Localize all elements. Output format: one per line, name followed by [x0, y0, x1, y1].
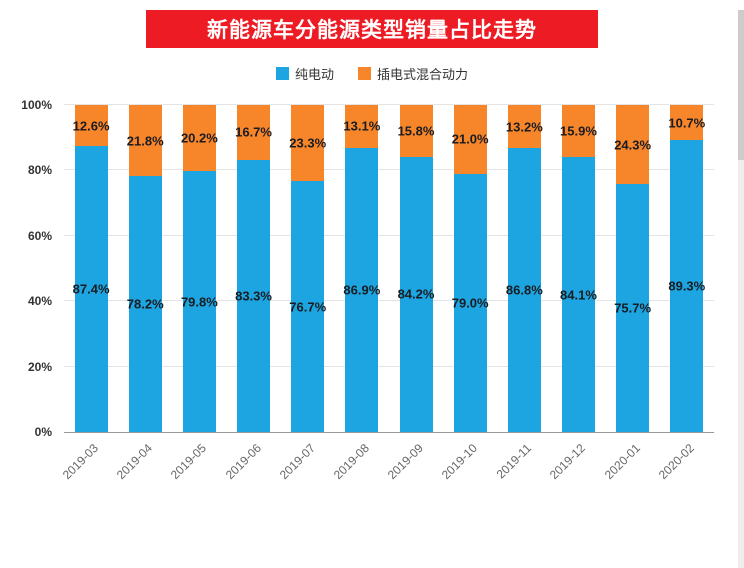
value-label-phev: 15.8%	[397, 123, 435, 139]
x-axis-label: 2020-02	[655, 441, 697, 483]
value-label-phev: 23.3%	[289, 135, 327, 151]
chart-title-banner: 新能源车分能源类型销量占比走势	[146, 10, 598, 48]
y-axis-label: 0%	[34, 425, 52, 439]
bar-column: 87.4% 12.6% 2019-03	[60, 105, 110, 482]
value-label-phev: 20.2%	[180, 130, 218, 146]
gridline	[64, 300, 714, 302]
bar-column: 89.3% 10.7% 2020-02	[656, 105, 706, 482]
gridline	[64, 104, 714, 105]
page: { "header": { "title": "新能源车分能源类型销量占比走势"…	[0, 10, 744, 568]
bar-segment-pure-electric	[399, 156, 433, 432]
y-axis-label: 20%	[27, 359, 52, 374]
bar-column: 75.7% 24.3% 2020-01	[601, 105, 652, 482]
value-label-pure-electric: 79.8%	[180, 294, 218, 310]
x-axis-label: 2019-09	[384, 441, 426, 483]
value-label-phev: 15.9%	[560, 123, 597, 139]
bar-segment-phev	[507, 105, 541, 149]
x-axis-label: 2020-01	[601, 441, 643, 483]
value-label-phev: 21.0%	[451, 131, 489, 147]
gridline	[64, 169, 714, 171]
bar-column: 84.1% 15.9% 2019-12	[547, 105, 597, 482]
bar-column: 83.3% 16.7% 2019-06	[222, 105, 272, 482]
x-axis-label: 2019-08	[330, 441, 372, 483]
value-label-phev: 13.2%	[505, 119, 543, 135]
bar-column: 84.2% 15.8% 2019-09	[385, 105, 435, 482]
y-axis-label: 40%	[27, 294, 52, 309]
x-axis-label: 2019-07	[276, 441, 318, 483]
legend-swatch-orange-icon	[358, 67, 371, 80]
bar-segment-pure-electric	[182, 171, 216, 432]
bar-column: 86.8% 13.2% 2019-11	[494, 105, 543, 481]
value-label-pure-electric: 86.8%	[505, 282, 543, 298]
legend-item-phev[interactable]: 插电式混合动力	[358, 64, 468, 83]
bar-segment-phev	[345, 105, 379, 148]
value-label-phev: 16.7%	[235, 124, 272, 140]
value-label-pure-electric: 84.1%	[560, 287, 597, 302]
chart-title: 新能源车分能源类型销量占比走势	[207, 19, 537, 42]
bar-segment-pure-electric	[345, 147, 379, 432]
x-axis-label: 2019-06	[222, 441, 264, 483]
gridline	[64, 365, 714, 367]
y-axis: 0% 20% 40% 60% 80% 100%	[10, 98, 58, 439]
bar-segment-phev	[561, 105, 595, 157]
bar-segment-pure-electric	[453, 173, 487, 432]
bar-segment-phev	[291, 105, 325, 182]
bar-segment-phev	[399, 105, 433, 157]
scrollbar-thumb[interactable]	[738, 10, 744, 160]
bars: 87.4% 12.6% 2019-03 78.2% 21.8% 2019-04 79.8% 2…	[60, 105, 714, 482]
value-label-pure-electric: 87.4%	[72, 281, 110, 297]
value-label-pure-electric: 79.0%	[451, 295, 489, 311]
x-axis-label: 2019-12	[547, 441, 589, 483]
bar-segment-phev	[237, 105, 271, 160]
value-label-phev: 24.3%	[614, 137, 652, 153]
bar-segment-phev	[670, 105, 704, 140]
value-label-phev: 13.1%	[343, 118, 381, 134]
x-axis-label: 2019-05	[168, 441, 210, 483]
legend-swatch-blue-icon	[275, 67, 289, 80]
x-axis-label: 2019-04	[114, 441, 156, 483]
bar-segment-phev	[453, 105, 487, 174]
value-label-phev: 10.7%	[668, 115, 706, 130]
bar-segment-phev	[128, 105, 162, 177]
chart: 0% 20% 40% 60% 80% 100% 87.4% 12.6% 2019-03 78.2…	[10, 98, 734, 529]
bar-segment-pure-electric	[128, 176, 162, 432]
bar-segment-phev	[74, 105, 108, 147]
x-axis-label: 2019-03	[59, 441, 101, 483]
legend: 纯电动 插电式混合动力	[0, 64, 744, 83]
y-axis-label: 100%	[21, 98, 52, 112]
bar-segment-pure-electric	[74, 146, 108, 432]
plot-area: 87.4% 12.6% 2019-03 78.2% 21.8% 2019-04 79.8% 2…	[60, 104, 714, 482]
value-label-pure-electric: 86.9%	[343, 282, 381, 298]
bar-segment-phev	[182, 105, 216, 172]
value-label-phev: 21.8%	[126, 133, 164, 149]
x-axis-label: 2019-11	[493, 441, 535, 482]
bar-column: 86.9% 13.1% 2019-08	[331, 105, 381, 482]
value-label-pure-electric: 76.7%	[289, 299, 327, 315]
value-label-pure-electric: 78.2%	[126, 296, 164, 312]
bar-segment-pure-electric	[291, 181, 325, 432]
bar-segment-pure-electric	[507, 148, 541, 432]
bar-segment-pure-electric	[670, 140, 704, 432]
legend-label-phev: 插电式混合动力	[377, 67, 469, 82]
x-axis-label: 2019-10	[439, 441, 481, 483]
value-label-pure-electric: 89.3%	[668, 278, 706, 294]
legend-label-pure-electric: 纯电动	[294, 67, 334, 82]
bar-column: 78.2% 21.8% 2019-04	[114, 105, 164, 482]
y-axis-label: 60%	[27, 228, 52, 243]
bar-segment-pure-electric	[237, 159, 271, 432]
bar-column: 79.8% 20.2% 2019-05	[168, 105, 218, 482]
bar-segment-pure-electric	[561, 157, 595, 432]
value-label-pure-electric: 83.3%	[235, 288, 272, 304]
value-label-pure-electric: 75.7%	[614, 300, 652, 316]
bar-column: 76.7% 23.3% 2019-07	[277, 105, 327, 482]
value-label-pure-electric: 84.2%	[397, 286, 435, 302]
value-label-phev: 12.6%	[72, 118, 110, 134]
scrollbar[interactable]	[738, 10, 744, 568]
bar-segment-phev	[616, 105, 650, 185]
y-axis-label: 80%	[27, 163, 52, 178]
bar-segment-pure-electric	[616, 184, 650, 432]
legend-item-pure-electric[interactable]: 纯电动	[275, 64, 334, 83]
bar-column: 79.0% 21.0% 2019-10	[439, 105, 489, 482]
gridline	[64, 234, 714, 236]
